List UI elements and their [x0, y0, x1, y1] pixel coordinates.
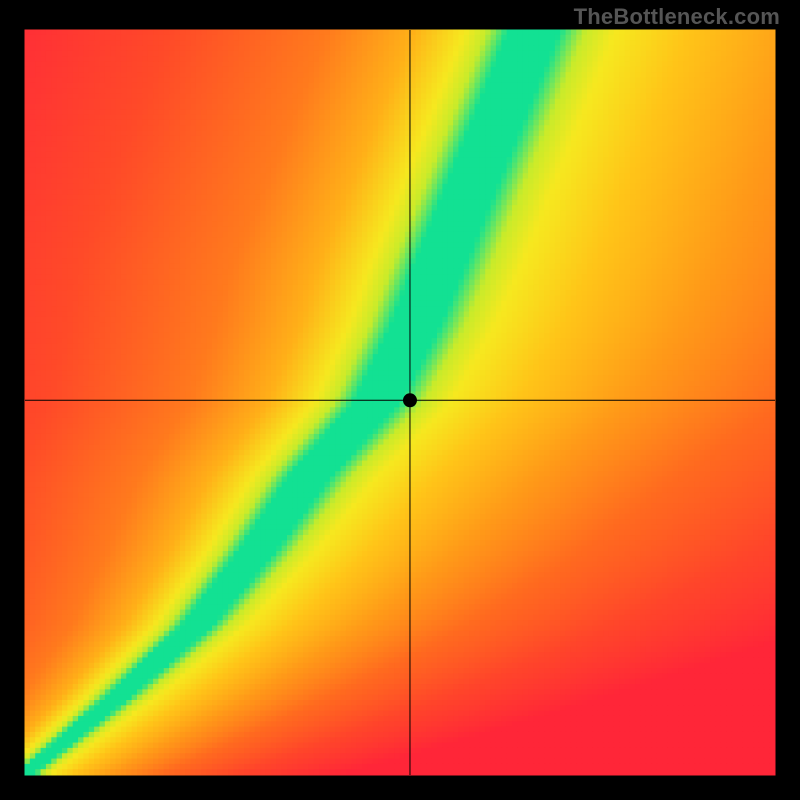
center-marker: [403, 393, 417, 407]
heatmap-cells: [25, 30, 776, 776]
watermark-text: TheBottleneck.com: [574, 4, 780, 30]
heatmap-plot: [0, 0, 800, 800]
